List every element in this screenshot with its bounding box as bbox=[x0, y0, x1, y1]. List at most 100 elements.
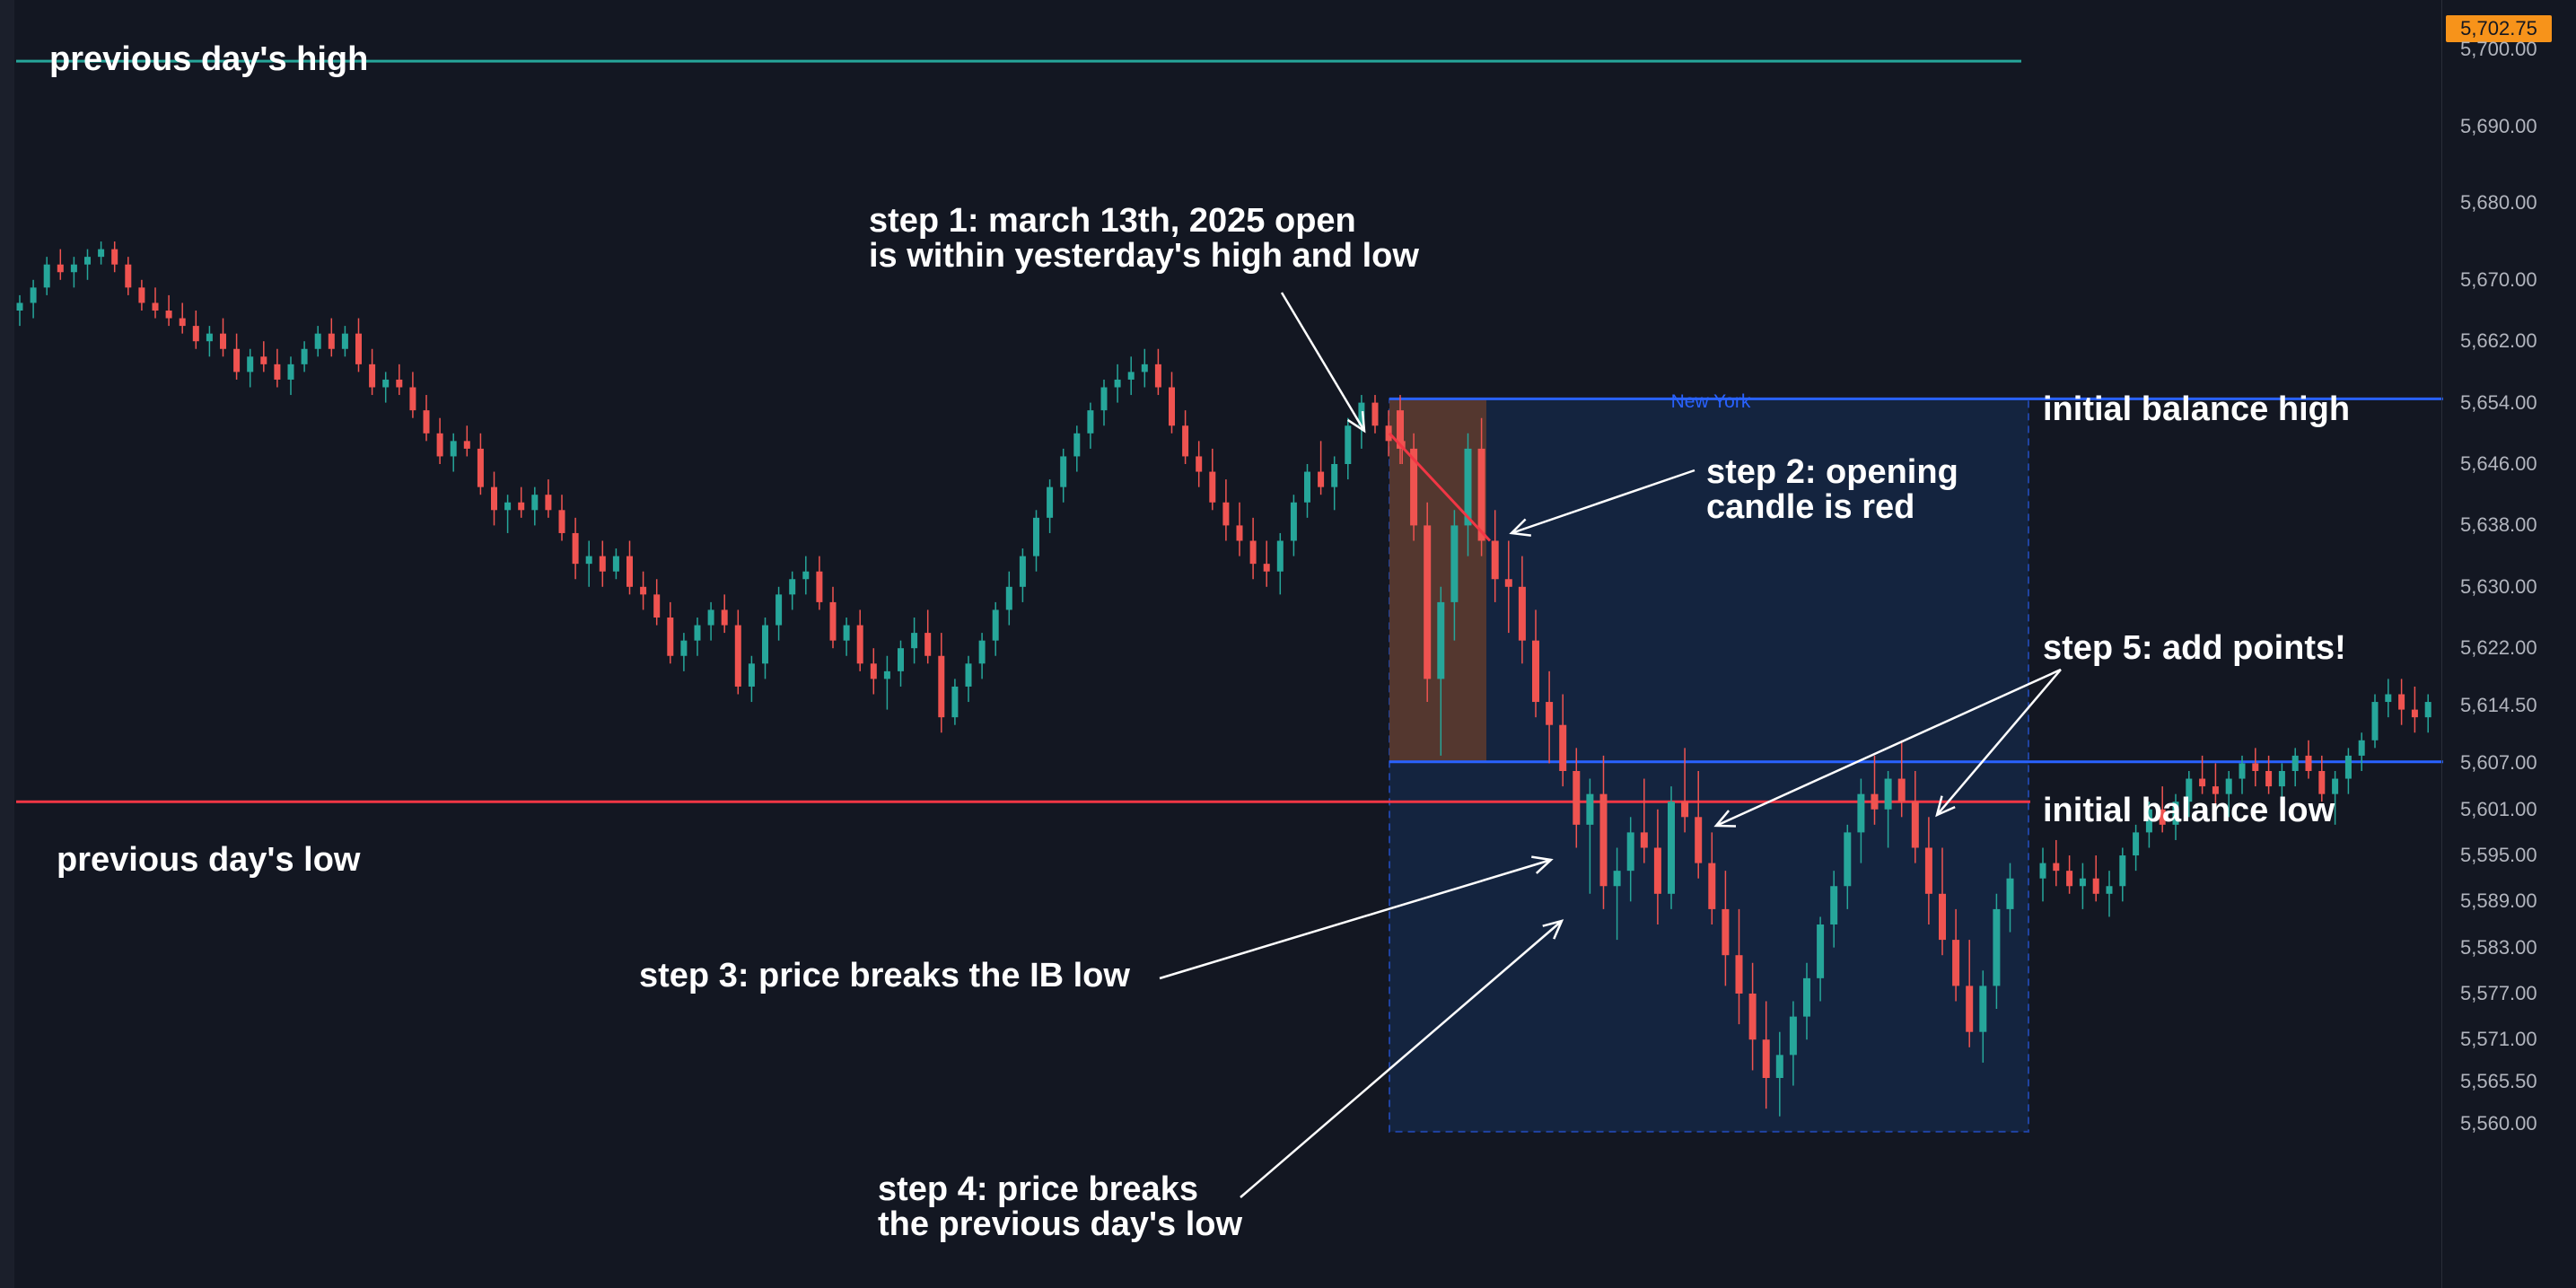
candle[interactable] bbox=[775, 594, 783, 626]
candle[interactable] bbox=[694, 625, 701, 641]
session-candle[interactable] bbox=[1518, 586, 1526, 641]
candle[interactable] bbox=[1358, 402, 1365, 426]
candle[interactable] bbox=[667, 618, 674, 656]
candle[interactable] bbox=[802, 571, 810, 580]
session-candle[interactable] bbox=[1532, 640, 1539, 703]
candle[interactable] bbox=[436, 433, 443, 457]
post-session-candle[interactable] bbox=[2305, 755, 2312, 771]
candle[interactable] bbox=[274, 364, 281, 380]
session-candle[interactable] bbox=[1546, 702, 1554, 725]
post-session-candle[interactable] bbox=[2411, 709, 2418, 718]
post-session-candle[interactable] bbox=[2172, 802, 2179, 825]
candle[interactable] bbox=[382, 379, 390, 388]
post-session-candle[interactable] bbox=[2119, 855, 2126, 887]
session-candle[interactable] bbox=[1695, 817, 1703, 863]
candle[interactable] bbox=[640, 586, 647, 595]
candle[interactable] bbox=[1371, 402, 1379, 426]
candle[interactable] bbox=[301, 348, 308, 364]
session-candle[interactable] bbox=[1952, 940, 1960, 986]
candle[interactable] bbox=[1169, 387, 1175, 426]
session-candle[interactable] bbox=[1748, 993, 1757, 1040]
post-session-candle[interactable] bbox=[2212, 786, 2219, 794]
candle[interactable] bbox=[572, 532, 579, 565]
post-session-candle[interactable] bbox=[2278, 771, 2285, 787]
candle[interactable] bbox=[125, 264, 132, 288]
post-session-candle[interactable] bbox=[2265, 771, 2273, 787]
session-candle[interactable] bbox=[1857, 793, 1865, 833]
candle[interactable] bbox=[220, 333, 226, 349]
candle[interactable] bbox=[463, 441, 470, 449]
candle[interactable] bbox=[30, 287, 37, 303]
candle[interactable] bbox=[165, 311, 172, 319]
session-candle[interactable] bbox=[1735, 955, 1743, 994]
candle[interactable] bbox=[626, 556, 633, 587]
candle[interactable] bbox=[328, 333, 335, 349]
candle[interactable] bbox=[951, 686, 959, 718]
candle[interactable] bbox=[98, 249, 105, 258]
session-candle[interactable] bbox=[2006, 878, 2014, 909]
post-session-candle[interactable] bbox=[2053, 863, 2060, 872]
candle[interactable] bbox=[314, 333, 321, 349]
session-candle[interactable] bbox=[1586, 793, 1594, 825]
session-candle[interactable] bbox=[1450, 525, 1459, 602]
post-session-candle[interactable] bbox=[2066, 871, 2073, 887]
candle[interactable] bbox=[423, 410, 430, 434]
post-session-candle[interactable] bbox=[2344, 755, 2352, 779]
candle[interactable] bbox=[369, 364, 376, 388]
candle[interactable] bbox=[816, 571, 823, 602]
candle[interactable] bbox=[287, 364, 294, 380]
candle[interactable] bbox=[829, 601, 837, 641]
session-candle[interactable] bbox=[1653, 847, 1661, 894]
candle[interactable] bbox=[843, 625, 850, 641]
session-candle[interactable] bbox=[1491, 540, 1499, 580]
post-session-candle[interactable] bbox=[2318, 771, 2326, 794]
candle[interactable] bbox=[1060, 456, 1067, 487]
candle[interactable] bbox=[57, 264, 64, 273]
candle[interactable] bbox=[1182, 425, 1189, 457]
session-candle[interactable] bbox=[1397, 410, 1404, 449]
candle[interactable] bbox=[1385, 425, 1392, 442]
session-candle[interactable] bbox=[1966, 986, 1974, 1032]
candle[interactable] bbox=[911, 633, 918, 649]
candle[interactable] bbox=[1100, 387, 1108, 411]
candle[interactable] bbox=[721, 609, 728, 626]
candle[interactable] bbox=[707, 609, 714, 626]
post-session-candle[interactable] bbox=[2291, 755, 2299, 771]
candle[interactable] bbox=[491, 486, 497, 511]
session-candle[interactable] bbox=[1640, 832, 1648, 848]
post-session-candle[interactable] bbox=[2079, 878, 2086, 887]
candle[interactable] bbox=[1263, 564, 1270, 572]
session-candle[interactable] bbox=[1775, 1055, 1783, 1078]
post-session-candle[interactable] bbox=[2159, 809, 2166, 825]
candle[interactable] bbox=[680, 640, 688, 656]
post-session-candle[interactable] bbox=[2358, 740, 2365, 756]
post-session-candle[interactable] bbox=[2371, 702, 2379, 740]
candle[interactable] bbox=[992, 609, 999, 641]
candle[interactable] bbox=[762, 625, 768, 664]
session-candle[interactable] bbox=[1884, 778, 1892, 810]
post-session-candle[interactable] bbox=[2385, 694, 2392, 703]
post-session-candle[interactable] bbox=[2199, 778, 2206, 787]
candle[interactable] bbox=[396, 379, 403, 388]
candle[interactable] bbox=[789, 579, 796, 595]
candle[interactable] bbox=[965, 663, 972, 687]
candle[interactable] bbox=[1276, 540, 1284, 572]
candle[interactable] bbox=[247, 356, 254, 372]
session-candle[interactable] bbox=[1924, 847, 1932, 894]
candle[interactable] bbox=[518, 502, 525, 511]
candle[interactable] bbox=[43, 264, 50, 288]
post-session-candle[interactable] bbox=[2039, 863, 2046, 879]
post-session-candle[interactable] bbox=[2106, 886, 2113, 894]
session-candle[interactable] bbox=[1599, 793, 1608, 887]
candle[interactable] bbox=[734, 625, 741, 687]
session-candle[interactable] bbox=[1789, 1016, 1797, 1056]
post-session-candle[interactable] bbox=[2145, 809, 2152, 833]
post-session-candle[interactable] bbox=[2225, 778, 2232, 794]
candle[interactable] bbox=[1005, 586, 1012, 610]
candle[interactable] bbox=[260, 356, 267, 364]
candle[interactable] bbox=[1019, 556, 1026, 587]
session-candle[interactable] bbox=[1803, 977, 1810, 1017]
candle[interactable] bbox=[84, 257, 91, 265]
candle[interactable] bbox=[545, 495, 552, 511]
